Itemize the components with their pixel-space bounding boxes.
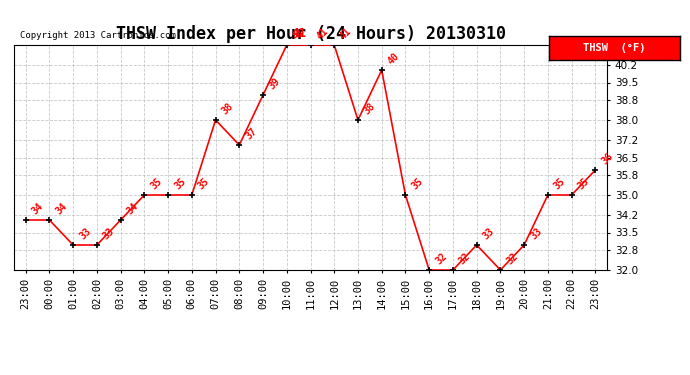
Text: 37: 37 xyxy=(244,126,259,141)
Text: 33: 33 xyxy=(481,226,496,242)
Text: 35: 35 xyxy=(196,176,211,192)
Text: 35: 35 xyxy=(410,176,425,192)
Text: 34: 34 xyxy=(125,201,140,216)
Text: 36: 36 xyxy=(600,151,615,166)
Text: 33: 33 xyxy=(529,226,544,242)
Text: 33: 33 xyxy=(77,226,92,242)
Text: 38: 38 xyxy=(362,101,377,117)
Text: 35: 35 xyxy=(172,176,188,192)
Text: 35: 35 xyxy=(575,176,591,192)
Text: 39: 39 xyxy=(267,76,283,92)
Text: THSW  (°F): THSW (°F) xyxy=(583,43,645,53)
Text: 32: 32 xyxy=(433,251,448,267)
Text: 41: 41 xyxy=(315,26,330,42)
Text: 33: 33 xyxy=(101,226,117,242)
Text: 34: 34 xyxy=(54,201,69,216)
Text: 41: 41 xyxy=(291,27,306,40)
Text: 34: 34 xyxy=(30,201,46,216)
Text: 40: 40 xyxy=(386,51,402,66)
Text: 41: 41 xyxy=(338,26,354,42)
Text: 35: 35 xyxy=(148,176,164,192)
Text: 41: 41 xyxy=(291,26,306,42)
Text: 38: 38 xyxy=(219,101,235,117)
Text: Copyright 2013 Cartronics.com: Copyright 2013 Cartronics.com xyxy=(20,32,176,40)
Text: 35: 35 xyxy=(552,176,567,192)
Text: 32: 32 xyxy=(504,251,520,267)
Text: 32: 32 xyxy=(457,251,473,267)
Title: THSW Index per Hour (24 Hours) 20130310: THSW Index per Hour (24 Hours) 20130310 xyxy=(115,26,506,44)
